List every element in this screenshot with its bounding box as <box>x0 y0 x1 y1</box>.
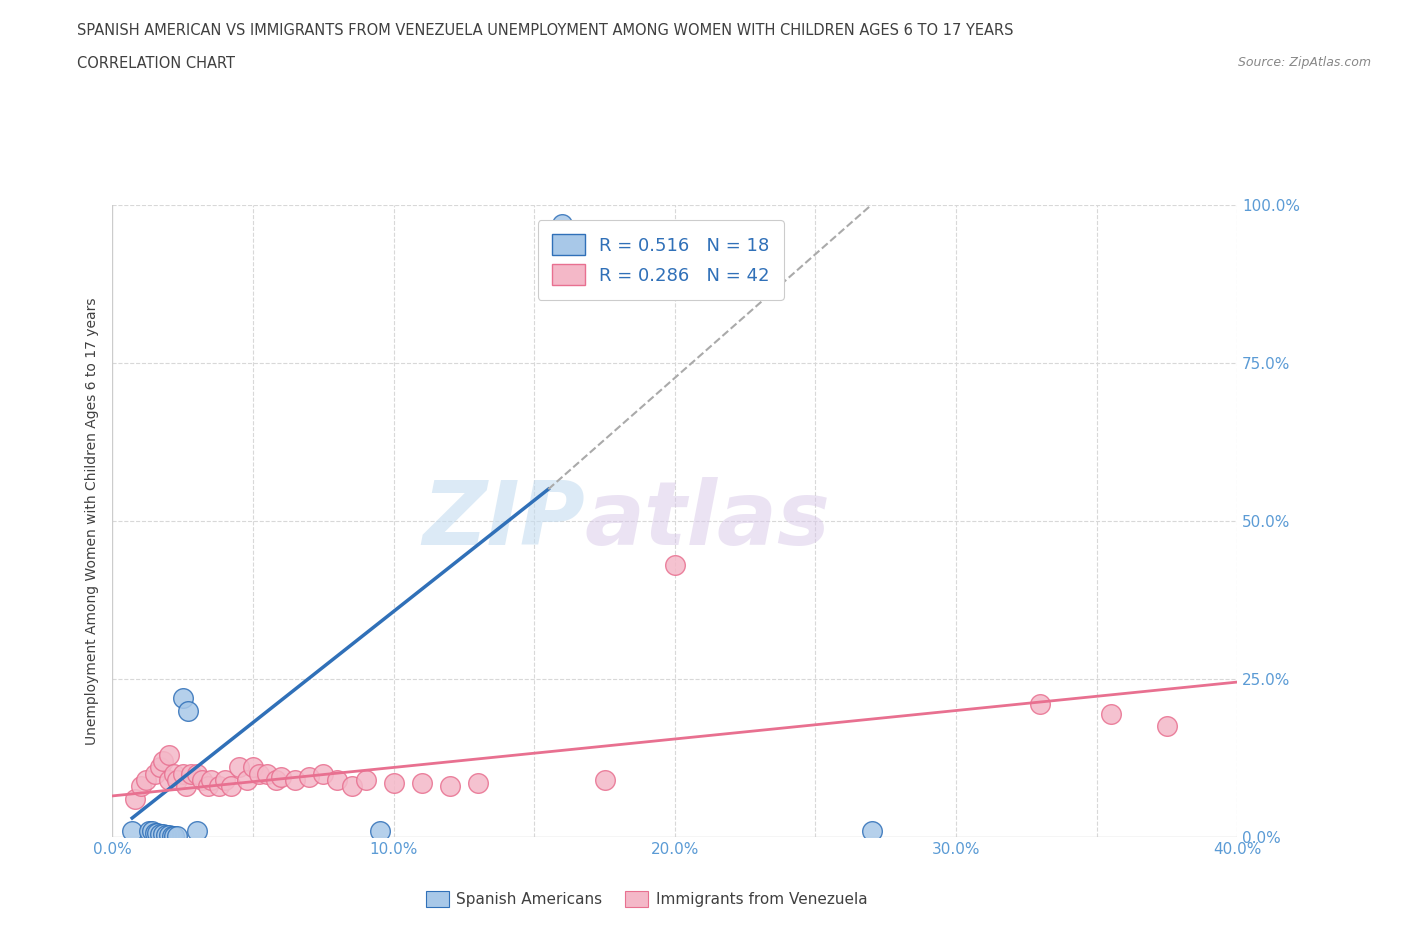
Point <box>149 760 172 775</box>
Point <box>163 829 186 844</box>
Point <box>152 753 174 768</box>
Point <box>312 766 335 781</box>
Point <box>141 823 163 838</box>
Point <box>186 823 208 838</box>
Point <box>155 828 177 843</box>
Point <box>242 760 264 775</box>
Point <box>163 766 186 781</box>
Point <box>860 823 883 838</box>
Point <box>284 773 307 788</box>
Point <box>664 558 686 573</box>
Point <box>1156 719 1178 734</box>
Point <box>326 773 349 788</box>
Point <box>157 773 180 788</box>
Point <box>219 779 242 794</box>
Y-axis label: Unemployment Among Women with Children Ages 6 to 17 years: Unemployment Among Women with Children A… <box>86 297 100 745</box>
Point <box>439 779 461 794</box>
Point <box>214 773 236 788</box>
Point <box>1099 706 1122 721</box>
Point <box>143 766 166 781</box>
Point <box>236 773 259 788</box>
Point <box>191 773 214 788</box>
Point <box>172 690 194 705</box>
Point <box>340 779 363 794</box>
Point <box>200 773 222 788</box>
Point <box>172 766 194 781</box>
Point <box>354 773 377 788</box>
Point <box>157 748 180 763</box>
Point <box>166 773 188 788</box>
Point <box>270 769 292 784</box>
Text: ZIP: ZIP <box>422 477 585 565</box>
Point <box>180 766 202 781</box>
Text: CORRELATION CHART: CORRELATION CHART <box>77 56 235 71</box>
Point <box>166 829 188 844</box>
Point <box>160 829 183 844</box>
Point <box>228 760 250 775</box>
Text: SPANISH AMERICAN VS IMMIGRANTS FROM VENEZUELA UNEMPLOYMENT AMONG WOMEN WITH CHIL: SPANISH AMERICAN VS IMMIGRANTS FROM VENE… <box>77 23 1014 38</box>
Point <box>368 823 391 838</box>
Point <box>143 825 166 840</box>
Text: atlas: atlas <box>585 477 831 565</box>
Point <box>467 776 489 790</box>
Point <box>177 703 200 718</box>
Point <box>264 773 287 788</box>
Point <box>157 828 180 843</box>
Point <box>1029 697 1052 711</box>
Legend: R = 0.516   N = 18, R = 0.286   N = 42: R = 0.516 N = 18, R = 0.286 N = 42 <box>537 220 785 299</box>
Point <box>146 825 169 840</box>
Point <box>247 766 270 781</box>
Legend: Spanish Americans, Immigrants from Venezuela: Spanish Americans, Immigrants from Venez… <box>420 884 873 913</box>
Point <box>298 769 321 784</box>
Point <box>138 823 160 838</box>
Text: Source: ZipAtlas.com: Source: ZipAtlas.com <box>1237 56 1371 69</box>
Point <box>551 216 574 231</box>
Point <box>256 766 278 781</box>
Point <box>124 791 146 806</box>
Point <box>593 773 616 788</box>
Point <box>174 779 197 794</box>
Point <box>411 776 433 790</box>
Point <box>121 823 143 838</box>
Point <box>135 773 157 788</box>
Point <box>197 779 219 794</box>
Point <box>382 776 405 790</box>
Point <box>152 827 174 842</box>
Point <box>129 779 152 794</box>
Point <box>149 827 172 842</box>
Point <box>186 766 208 781</box>
Point <box>208 779 231 794</box>
